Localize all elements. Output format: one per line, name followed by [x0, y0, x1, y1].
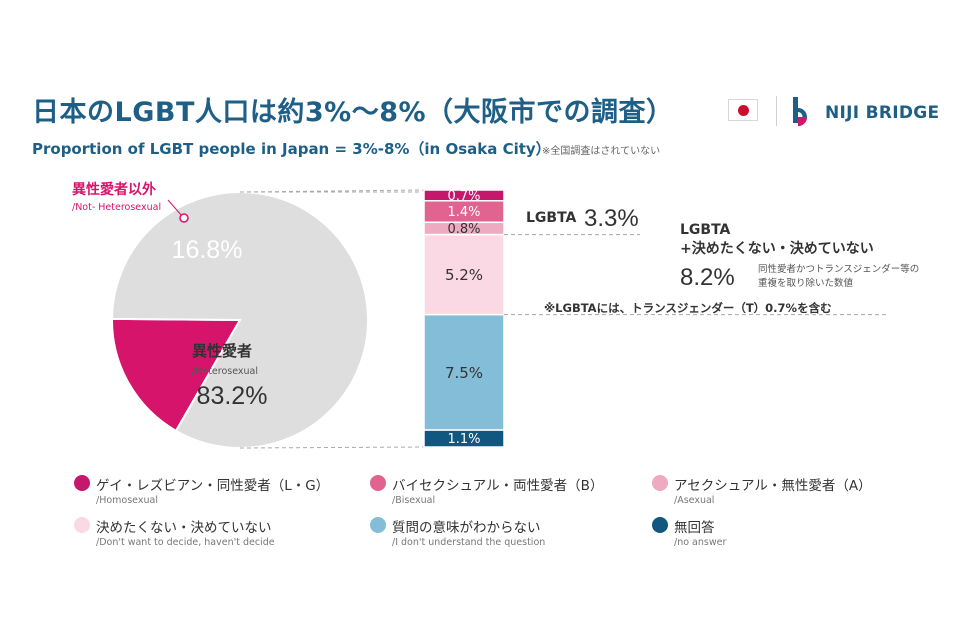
legend-swatch — [652, 517, 668, 533]
legend-swatch — [370, 517, 386, 533]
annotation-trans-note: ※LGBTAには、トランスジェンダー（T）0.7%を含む — [544, 301, 832, 315]
annotation-total-label-1: LGBTA — [680, 222, 731, 238]
logo-divider — [776, 96, 777, 126]
legend-sublabel: /Don't want to decide, haven't decide — [96, 537, 275, 548]
legend-swatch — [74, 517, 90, 533]
bar-segment-4 — [423, 233, 505, 316]
japan-flag-icon — [728, 99, 758, 121]
page-title: 日本のLGBT人口は約3%〜8%（大阪市での調査） — [32, 97, 674, 128]
connector-line-bottom — [239, 446, 425, 449]
page-subtitle: Proportion of LGBT people in Japan = 3%-… — [32, 140, 551, 158]
annotation-total-value: 8.2% — [680, 264, 735, 291]
pie-label-heterosexual: 異性愛者 — [192, 342, 252, 360]
legend-sublabel: /Bisexual — [392, 495, 436, 506]
bar-segment-6 — [423, 429, 505, 448]
bar-segment-label-6: 1.1% — [447, 432, 480, 447]
niji-bridge-logo-icon — [793, 97, 807, 126]
legend-swatch — [652, 475, 668, 491]
pie-value-heterosexual: 83.2% — [197, 382, 268, 410]
legend-label: ゲイ・レズビアン・同性愛者（L・G） — [96, 478, 330, 494]
annotation-total-note-2: 重複を取り除いた数値 — [758, 277, 854, 289]
legend-sublabel: /no answer — [674, 537, 727, 548]
bar-segment-label-2: 1.4% — [447, 205, 480, 220]
pie-slice-not-heterosexual — [111, 317, 242, 433]
legend-label: バイセクシュアル・両性愛者（B） — [392, 478, 604, 494]
legend-sublabel: /I don't understand the question — [392, 537, 546, 548]
pie-label-not-heterosexual: 異性愛者以外 — [72, 181, 156, 198]
pie-value-not-heterosexual: 16.8% — [172, 236, 243, 264]
legend-sublabel: /Asexual — [674, 495, 715, 506]
bar-segment-label-5: 7.5% — [445, 364, 483, 382]
brand-name: NIJI BRIDGE — [825, 103, 940, 123]
annotation-lgbta-value: 3.3% — [584, 205, 639, 232]
pie-sublabel-heterosexual: /Heterosexual — [192, 366, 258, 377]
bar-segment-label-3: 0.8% — [447, 222, 480, 237]
survey-note: ※全国調査はされていない — [542, 146, 661, 157]
pie-sublabel-not-heterosexual: /Not- Heterosexual — [72, 202, 161, 213]
annotation-total-note-1: 同性愛者かつトランスジェンダー等の — [758, 263, 919, 275]
legend-label: アセクシュアル・無性愛者（A） — [674, 478, 872, 494]
legend-label: 質問の意味がわからない — [392, 520, 541, 536]
legend-label: 決めたくない・決めていない — [96, 520, 272, 536]
annotation-lgbta-label: LGBTA — [526, 210, 577, 226]
legend-swatch — [74, 475, 90, 491]
legend-swatch — [370, 475, 386, 491]
pie-callout-line — [167, 199, 183, 217]
pie-slice-heterosexual — [110, 191, 369, 449]
legend-label: 無回答 — [674, 520, 715, 536]
bar-segment-label-4: 5.2% — [445, 266, 483, 284]
pie-callout-dot — [179, 213, 189, 223]
legend-sublabel: /Homosexual — [96, 495, 158, 506]
annotation-total-label-2: +決めたくない・決めていない — [680, 240, 874, 257]
